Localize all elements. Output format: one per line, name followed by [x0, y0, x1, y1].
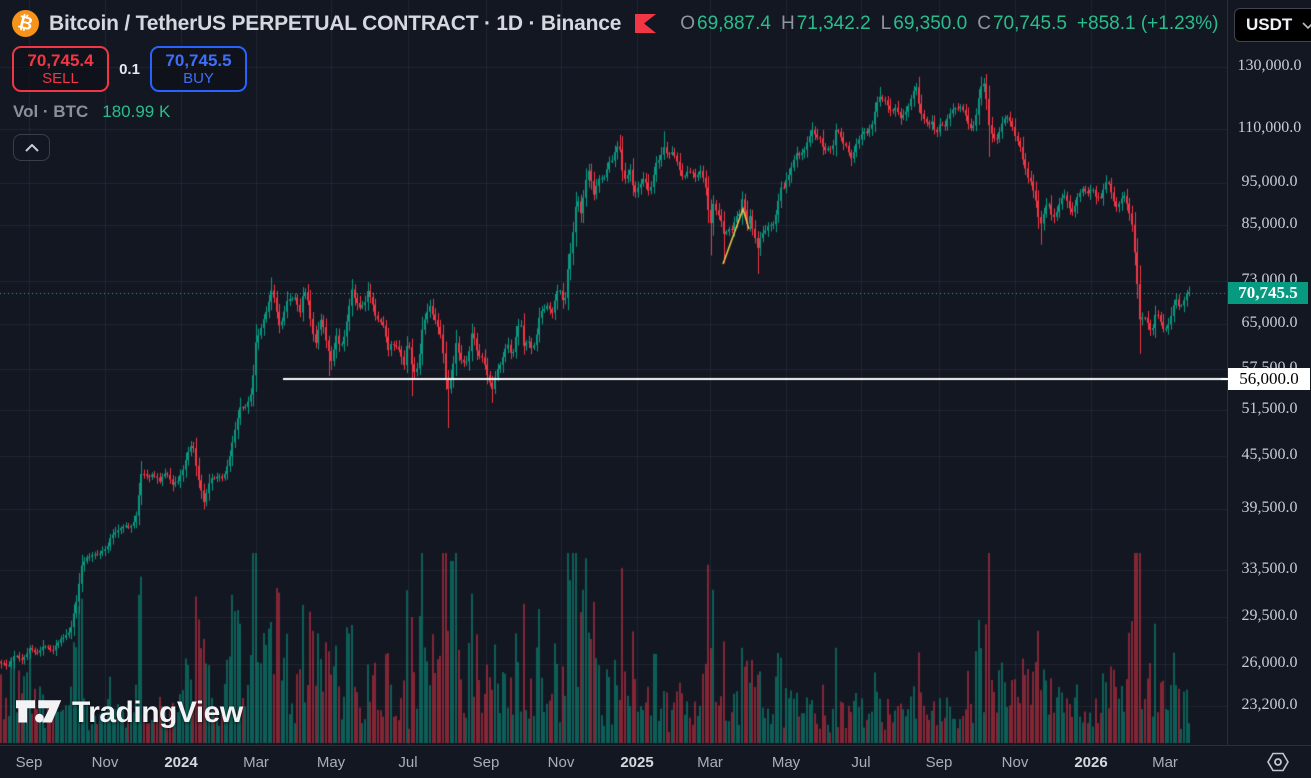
price-tick-label: 29,500.0 [1241, 606, 1298, 624]
buy-label: BUY [183, 70, 214, 88]
tradingview-wordmark: TradingView [72, 696, 243, 729]
currency-value: USDT [1246, 15, 1293, 34]
time-axis-label: Sep [15, 754, 43, 771]
time-axis-label: Jul [851, 754, 871, 771]
change-value: +858.1 (+1.23%) [1076, 12, 1219, 34]
low-label: L [880, 12, 892, 34]
time-axis-label: May [771, 754, 801, 771]
time-axis-label: Nov [91, 754, 119, 771]
price-chart-canvas[interactable] [0, 0, 1227, 745]
time-axis-label: Mar [243, 754, 269, 771]
last-price-label: 70,745.5 [1228, 281, 1308, 304]
volume-value: 180.99 K [102, 102, 171, 121]
time-axis-label: Nov [1001, 754, 1029, 771]
sell-button[interactable]: 70,745.4 SELL [12, 46, 109, 92]
sell-price: 70,745.4 [27, 50, 94, 70]
currency-dropdown[interactable]: USDT [1234, 8, 1311, 42]
price-tick-label: 45,500.0 [1241, 446, 1298, 464]
time-axis-label: Mar [1152, 754, 1178, 771]
time-axis-settings-button[interactable] [1267, 751, 1289, 778]
price-tick-label: 65,000.0 [1241, 314, 1298, 332]
hexagon-settings-icon [1267, 752, 1289, 772]
time-axis-label: Sep [472, 754, 500, 771]
tradingview-mark-icon [16, 700, 62, 723]
open-label: O [680, 12, 695, 34]
time-axis-label: May [316, 754, 346, 771]
buy-button[interactable]: 70,745.5 BUY [150, 46, 247, 92]
chart-legend: ₿ Bitcoin / TetherUS PERPETUAL CONTRACT … [12, 10, 1218, 37]
low-value: 69,350.0 [893, 12, 968, 34]
volume-label: Vol · BTC [13, 102, 89, 121]
time-axis[interactable]: Sep Nov 2024 Mar May Jul Sep Nov 2025 Mar May Jul Se… [0, 745, 1311, 778]
price-tick-label: 110,000.0 [1237, 118, 1302, 136]
time-axis-label: 2025 [620, 754, 654, 771]
bitcoin-logo-icon: ₿ [12, 10, 39, 37]
symbol-title[interactable]: Bitcoin / TetherUS PERPETUAL CONTRACT · … [49, 11, 622, 35]
close-value: 70,745.5 [992, 12, 1067, 34]
price-tick-label: 33,500.0 [1241, 559, 1298, 577]
tradingview-logo[interactable]: TradingView [16, 696, 243, 730]
chevron-up-icon [24, 143, 39, 152]
time-axis-label: 2024 [164, 754, 198, 771]
flag-icon[interactable] [635, 14, 657, 33]
price-tick-label: 26,000.0 [1241, 653, 1298, 671]
high-label: H [780, 12, 795, 34]
time-axis-label: Mar [697, 754, 723, 771]
price-tick-label: 95,000.0 [1241, 173, 1298, 191]
volume-readout: Vol · BTC 180.99 K [13, 102, 170, 122]
price-tick-label: 130,000.0 [1237, 57, 1302, 74]
price-tick-label: 39,500.0 [1241, 498, 1298, 516]
ohlc-values: O 69,887.4 H 71,342.2 L 69,350.0 C 70,74… [670, 13, 1218, 35]
price-tick-label: 85,000.0 [1241, 214, 1298, 232]
time-axis-label: 2026 [1074, 754, 1108, 771]
collapse-legend-button[interactable] [13, 134, 50, 161]
buy-price: 70,745.5 [165, 50, 232, 70]
price-tick-label: 23,200.0 [1241, 696, 1298, 714]
time-axis-label: Sep [925, 754, 953, 771]
price-axis[interactable]: 23,200.0 26,000.0 29,500.0 33,500.0 39,500.0… [1221, 0, 1311, 745]
trade-panel: 70,745.4 SELL 0.1 70,745.5 BUY [12, 46, 247, 92]
chevron-down-icon [1302, 21, 1311, 29]
time-axis-label: Nov [547, 754, 575, 771]
spread-value: 0.1 [119, 60, 140, 78]
high-value: 71,342.2 [796, 12, 871, 34]
price-tick-label: 51,500.0 [1241, 400, 1298, 418]
close-label: C [977, 12, 991, 34]
time-axis-label: Jul [398, 754, 418, 771]
sell-label: SELL [42, 70, 79, 88]
level-line-price-label: 56,000.0 [1221, 368, 1310, 391]
open-value: 69,887.4 [697, 12, 771, 34]
